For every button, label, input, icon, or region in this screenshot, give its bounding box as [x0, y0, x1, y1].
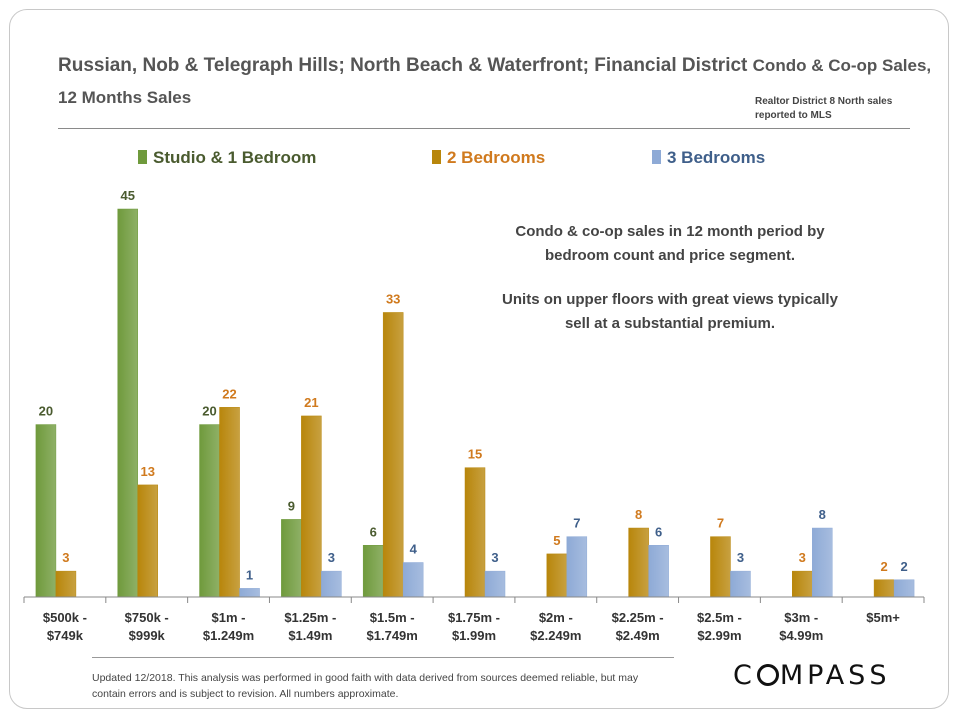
- title-divider: [58, 128, 910, 129]
- bar-2-2: [137, 484, 158, 598]
- legend-swatch-3: [652, 150, 661, 164]
- bar-3-11: [893, 579, 915, 598]
- data-label-2-11: 2: [880, 559, 887, 574]
- footnote-divider: [92, 657, 674, 658]
- data-label-1-5: 6: [370, 524, 377, 539]
- bar-2-4: [301, 415, 322, 598]
- legend-swatch-1: [138, 150, 147, 164]
- legend-label-1: Studio & 1 Bedroom: [153, 148, 316, 167]
- data-label-1-1: 20: [39, 404, 53, 419]
- data-label-2-4: 21: [304, 395, 318, 410]
- x-tick-label-3-2: $1.249m: [203, 628, 254, 643]
- data-label-1-3: 20: [202, 404, 216, 419]
- annotation-line-4: sell at a substantial premium.: [564, 315, 776, 332]
- bar-3-8: [648, 545, 669, 598]
- bar-2-11: [873, 579, 895, 598]
- bar-3-10: [812, 527, 833, 598]
- x-tick-label-10-1: $3m -: [784, 610, 818, 625]
- chart-title-sub: Condo & Co-op Sales, 12 Months Sales: [58, 56, 932, 107]
- data-label-2-1: 3: [62, 550, 69, 565]
- legend-swatch-2: [432, 150, 441, 164]
- x-tick-label-2-1: $750k -: [125, 610, 169, 625]
- data-label-2-10: 3: [799, 550, 806, 565]
- annotation-block-2: Units on upper floors with great views t…: [470, 288, 870, 336]
- data-label-3-3: 1: [246, 567, 253, 582]
- footnote: Updated 12/2018. This analysis was perfo…: [92, 672, 639, 700]
- data-label-3-11: 2: [900, 559, 907, 574]
- x-tick-label-4-2: $1.49m: [288, 628, 332, 643]
- logo-o-ring: [756, 664, 779, 686]
- bar-3-4: [321, 570, 342, 598]
- data-label-3-10: 8: [819, 507, 826, 522]
- x-tick-label-11-1: $5m+: [866, 610, 900, 625]
- annotation-line-2: bedroom count and price segment.: [544, 247, 796, 264]
- bar-3-9: [730, 570, 751, 598]
- bar-3-3: [239, 588, 260, 598]
- bar-2-1: [55, 570, 77, 598]
- chart-title: Russian, Nob & Telegraph Hills; North Be…: [58, 50, 938, 114]
- bar-2-10: [792, 570, 813, 598]
- data-label-2-5: 33: [386, 291, 400, 306]
- data-label-3-5: 4: [410, 542, 418, 557]
- logo-text-end: MPASS: [779, 660, 891, 691]
- annotation-line-3: Units on upper floors with great views t…: [502, 291, 838, 308]
- x-tick-label-4-1: $1.25m -: [284, 610, 336, 625]
- x-tick-label-10-2: $4.99m: [779, 628, 823, 643]
- bar-2-6: [464, 467, 486, 598]
- data-label-3-9: 3: [737, 550, 744, 565]
- x-tick-label-3-1: $1m -: [212, 610, 246, 625]
- bar-2-5: [382, 312, 404, 598]
- annotation-block-1: Condo & co-op sales in 12 month period b…: [470, 220, 870, 268]
- legend-label-2: 2 Bedrooms: [447, 148, 545, 167]
- bar-2-9: [710, 536, 731, 598]
- x-tick-label-8-1: $2.25m -: [612, 610, 664, 625]
- data-label-2-9: 7: [717, 516, 724, 531]
- data-label-1-4: 9: [288, 498, 295, 513]
- x-tick-label-6-1: $1.75m -: [448, 610, 500, 625]
- x-tick-label-5-1: $1.5m -: [370, 610, 415, 625]
- x-tick-label-2-2: $999k: [129, 628, 166, 643]
- source-note: Realtor District 8 North sales reported …: [755, 96, 893, 121]
- bar-3-7: [566, 536, 588, 598]
- data-label-3-7: 7: [573, 516, 580, 531]
- bar-1-1: [35, 424, 57, 598]
- bar-1-3: [199, 424, 220, 598]
- bar-2-8: [628, 527, 649, 598]
- bar-1-4: [281, 519, 302, 598]
- x-tick-label-7-2: $2.249m: [530, 628, 581, 643]
- compass-logo: C MPASS: [733, 660, 913, 692]
- data-label-3-8: 6: [655, 524, 662, 539]
- bar-2-3: [219, 407, 240, 598]
- bar-1-2: [117, 208, 138, 598]
- data-label-2-2: 13: [140, 464, 154, 479]
- x-tick-label-9-1: $2.5m -: [697, 610, 742, 625]
- bar-3-6: [484, 570, 506, 598]
- data-label-1-2: 45: [120, 188, 134, 203]
- logo-text-start: C: [733, 660, 756, 691]
- x-tick-label-1-2: $749k: [47, 628, 84, 643]
- data-label-2-3: 22: [222, 386, 236, 401]
- x-tick-label-7-1: $2m -: [539, 610, 573, 625]
- x-tick-label-6-2: $1.99m: [452, 628, 496, 643]
- data-label-3-4: 3: [328, 550, 335, 565]
- data-label-2-7: 5: [553, 533, 560, 548]
- x-tick-label-1-1: $500k -: [43, 610, 87, 625]
- bar-3-5: [402, 562, 424, 598]
- chart-title-main: Russian, Nob & Telegraph Hills; North Be…: [58, 55, 748, 76]
- legend-label-3: 3 Bedrooms: [667, 148, 765, 167]
- bar-2-7: [546, 553, 568, 598]
- data-label-2-6: 15: [468, 447, 482, 462]
- annotation-line-1: Condo & co-op sales in 12 month period b…: [515, 223, 825, 240]
- x-tick-label-9-2: $2.99m: [697, 628, 741, 643]
- data-label-3-6: 3: [491, 550, 498, 565]
- x-tick-label-5-2: $1.749m: [367, 628, 418, 643]
- x-tick-label-8-2: $2.49m: [616, 628, 660, 643]
- data-label-2-8: 8: [635, 507, 642, 522]
- bar-1-5: [362, 545, 384, 598]
